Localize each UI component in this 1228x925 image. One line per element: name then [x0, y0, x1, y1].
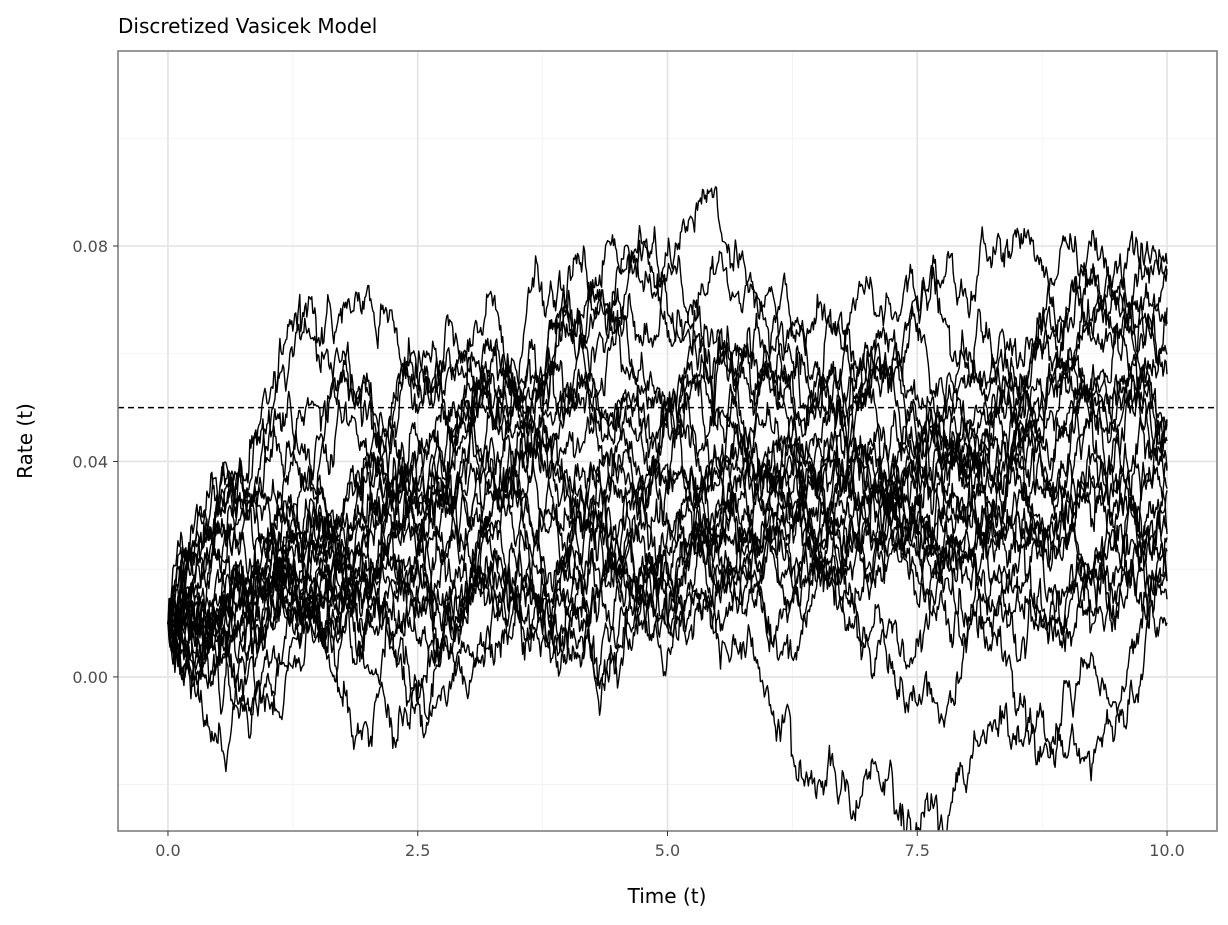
rate-path-11	[167, 285, 1168, 683]
rate-path-25	[167, 234, 1168, 657]
rate-path-23	[167, 186, 1168, 719]
y-tick-label: 0.00	[72, 668, 108, 687]
chart-title: Discretized Vasicek Model	[118, 14, 377, 38]
x-axis-label: Time (t)	[627, 884, 707, 908]
rate-path-18	[167, 401, 1168, 728]
rate-path-2	[167, 435, 1168, 773]
x-tick-label: 2.5	[405, 841, 430, 860]
x-tick-label: 10.0	[1149, 841, 1185, 860]
rate-path-24	[167, 312, 1168, 627]
rate-path-19	[167, 233, 1168, 624]
y-tick-label: 0.08	[72, 237, 108, 256]
rate-path-8	[167, 442, 1168, 831]
y-tick-label: 0.04	[72, 452, 108, 471]
y-axis-label: Rate (t)	[13, 403, 37, 479]
rate-path-22	[167, 274, 1168, 654]
x-tick-label: 5.0	[655, 841, 680, 860]
rate-path-15	[167, 309, 1168, 750]
x-tick-label: 7.5	[905, 841, 930, 860]
x-tick-label: 0.0	[155, 841, 180, 860]
